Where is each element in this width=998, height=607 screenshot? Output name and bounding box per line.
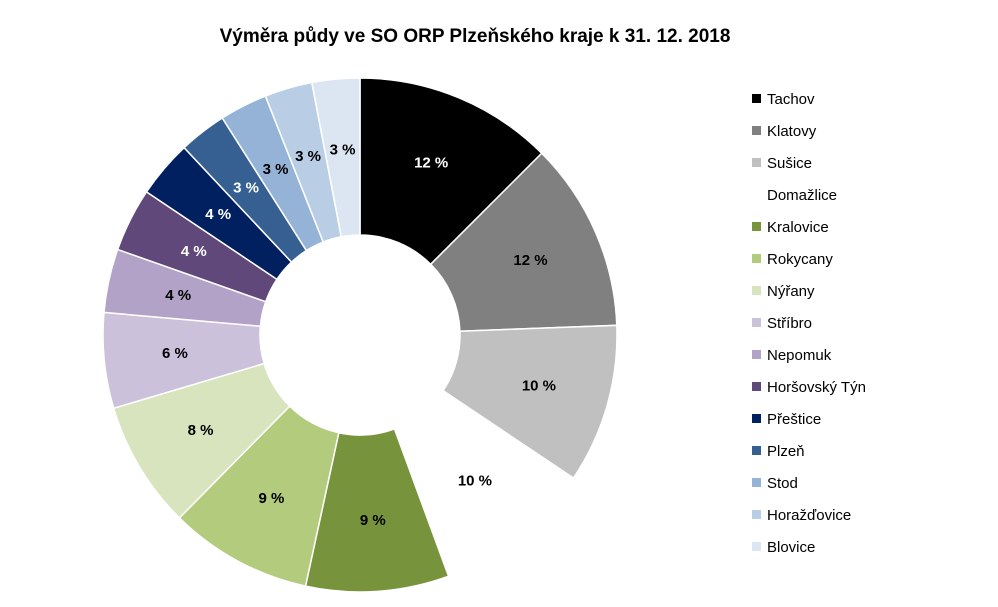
legend-label: Stříbro [767, 315, 813, 333]
slice-label: 4 % [205, 206, 231, 223]
legend-item: Stod [752, 472, 866, 504]
slice-label: 10 % [522, 377, 556, 394]
legend-label: Sušice [767, 155, 813, 173]
legend-swatch [752, 349, 761, 359]
slice-label: 3 % [330, 141, 356, 158]
legend-swatch [752, 93, 761, 103]
slice-label: 9 % [258, 490, 284, 507]
slice-label: 4 % [181, 243, 207, 260]
legend-swatch [752, 317, 761, 327]
legend-swatch [752, 381, 761, 391]
legend-label: Klatovy [767, 123, 817, 141]
legend-label: Plzeň [767, 443, 805, 461]
legend-label: Nýřany [767, 283, 815, 301]
legend-item: Blovice [752, 536, 866, 568]
slice-blovice [310, 77, 361, 238]
slice-klatovy [429, 152, 618, 333]
legend-label: Stod [767, 475, 798, 493]
legend-item: Rokycany [752, 248, 866, 280]
slice-sušice [442, 324, 618, 480]
legend-label: Domažlice [767, 187, 838, 205]
legend-item: Sušice [752, 152, 866, 184]
legend-label: Horažďovice [767, 507, 852, 525]
legend-swatch [752, 285, 761, 295]
slice-label: 10 % [458, 473, 492, 490]
legend-swatch [752, 477, 761, 487]
chart-legend: Tachov Klatovy Sušice Domažlice Kralovice Rok… [752, 88, 866, 568]
slice-domažlice [393, 389, 575, 578]
legend-label: Rokycany [767, 251, 833, 269]
legend-item: Domažlice [752, 184, 866, 216]
legend-label: Tachov [767, 91, 815, 109]
legend-swatch [752, 221, 761, 231]
slice-label: 3 % [233, 180, 259, 197]
legend-item: Klatovy [752, 120, 866, 152]
legend-item: Plzeň [752, 440, 866, 472]
slice-label: 12 % [513, 252, 547, 269]
legend-swatch [752, 157, 761, 167]
slice-label: 3 % [295, 148, 321, 165]
legend-item: Tachov [752, 88, 866, 120]
legend-item: Nepomuk [752, 344, 866, 376]
slice-label: 4 % [165, 287, 191, 304]
legend-item: Horšovský Týn [752, 376, 866, 408]
legend-item: Horažďovice [752, 504, 866, 536]
legend-label: Kralovice [767, 219, 829, 237]
legend-label: Nepomuk [767, 347, 832, 365]
legend-swatch [752, 253, 761, 263]
legend-swatch [752, 189, 761, 199]
legend-swatch [752, 413, 761, 423]
legend-label: Blovice [767, 539, 816, 557]
legend-swatch [752, 445, 761, 455]
slice-label: 12 % [414, 155, 448, 172]
legend-swatch [752, 541, 761, 551]
legend-item: Stříbro [752, 312, 866, 344]
slice-tachov [359, 77, 543, 266]
legend-label: Horšovský Týn [767, 379, 866, 397]
slice-label: 6 % [162, 345, 188, 362]
legend-label: Přeštice [767, 411, 822, 429]
slice-label: 8 % [188, 422, 214, 439]
legend-item: Kralovice [752, 216, 866, 248]
slice-label: 9 % [360, 512, 386, 529]
legend-swatch [752, 125, 761, 135]
legend-swatch [752, 509, 761, 519]
chart-title: Výměra půdy ve SO ORP Plzeňského kraje k… [219, 26, 731, 47]
slice-label: 3 % [263, 161, 289, 178]
legend-item: Nýřany [752, 280, 866, 312]
legend-item: Přeštice [752, 408, 866, 440]
